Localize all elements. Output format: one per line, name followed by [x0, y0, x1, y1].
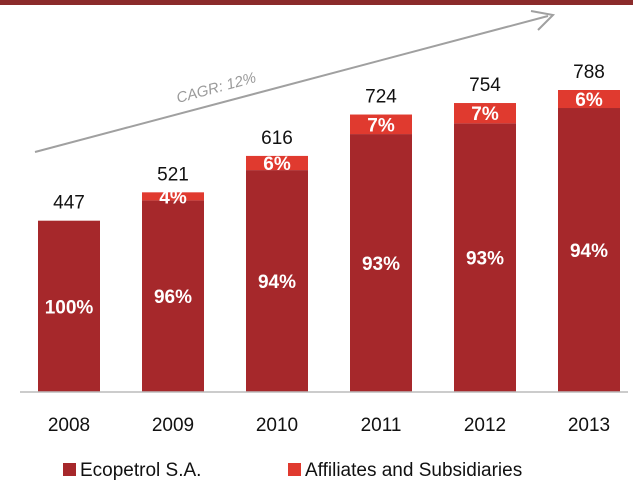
- total-label-2008: 447: [53, 193, 85, 214]
- share-label-ecopetrol-2013: 94%: [570, 241, 608, 262]
- share-label-ecopetrol-2012: 93%: [466, 249, 504, 270]
- bar-affiliates-2011: [350, 114, 412, 135]
- x-tick-2013: 2013: [568, 415, 610, 436]
- legend-swatch-affiliates: [288, 463, 301, 476]
- share-label-affiliates-2010: 6%: [263, 154, 291, 175]
- total-label-2010: 616: [261, 128, 293, 149]
- total-label-2011: 724: [365, 87, 397, 108]
- legend-swatch-ecopetrol: [63, 463, 76, 476]
- bar-affiliates-2010: [246, 155, 308, 171]
- x-tick-2010: 2010: [256, 415, 298, 436]
- total-label-2012: 754: [469, 75, 501, 96]
- total-label-2013: 788: [573, 62, 605, 83]
- share-label-ecopetrol-2010: 94%: [258, 272, 296, 293]
- bar-ecopetrol-2008: [38, 220, 100, 392]
- bar-ecopetrol-2010: [246, 170, 308, 392]
- x-tick-2008: 2008: [48, 415, 90, 436]
- share-label-affiliates-2011: 7%: [367, 115, 395, 136]
- bar-ecopetrol-2009: [142, 200, 204, 392]
- legend: Ecopetrol S.A. Affiliates and Subsidiarie…: [63, 460, 522, 481]
- bar-affiliates-2009: [142, 192, 204, 201]
- cagr-arrow: [34, 10, 556, 153]
- bar-affiliates-2012: [454, 103, 516, 124]
- bar-affiliates-2013: [558, 90, 620, 109]
- bar-ecopetrol-2013: [558, 108, 620, 392]
- bar-ecopetrol-2011: [350, 134, 412, 392]
- share-label-affiliates-2013: 6%: [575, 90, 603, 111]
- total-label-2009: 521: [157, 164, 189, 185]
- share-label-affiliates-2009: 4%: [159, 187, 187, 208]
- x-tick-2012: 2012: [464, 415, 506, 436]
- x-tick-2009: 2009: [152, 415, 194, 436]
- cagr-label: CAGR: 12%: [175, 69, 258, 107]
- legend-label-ecopetrol: Ecopetrol S.A.: [80, 460, 201, 481]
- share-label-affiliates-2012: 7%: [471, 104, 499, 125]
- legend-label-affiliates: Affiliates and Subsidiaries: [305, 460, 522, 481]
- share-label-ecopetrol-2008: 100%: [45, 297, 94, 318]
- share-label-ecopetrol-2009: 96%: [154, 287, 192, 308]
- bar-ecopetrol-2012: [454, 123, 516, 392]
- share-label-ecopetrol-2011: 93%: [362, 254, 400, 275]
- x-tick-labels: 2008 2009 2010 2011 2012 2013: [48, 415, 610, 436]
- top-border-bar: [0, 0, 633, 5]
- bars-group: [38, 90, 620, 392]
- x-tick-2011: 2011: [361, 415, 402, 436]
- labels-group: 100% 447 96% 4%521 94% 6% 616 93% 7% 724 93% 7% 754 9…: [45, 62, 608, 318]
